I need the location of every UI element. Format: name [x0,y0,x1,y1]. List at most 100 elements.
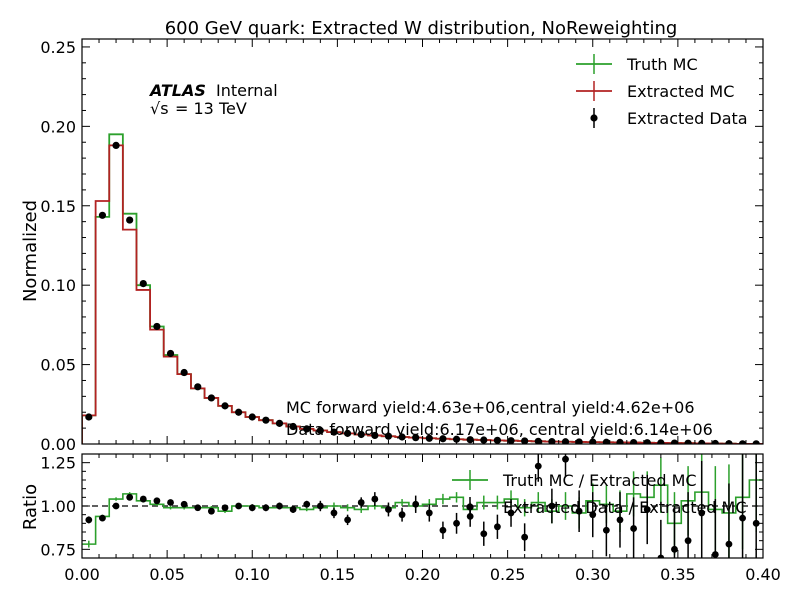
ratio-data-point [480,530,488,538]
ratio-data-point [521,533,529,541]
ratio-y-tick-label: 1.00 [40,497,76,516]
data-point [262,416,270,424]
ratio-data-point [562,455,569,463]
data-point [207,394,215,402]
ratio-data-point [167,499,174,506]
x-tick-label: 0.25 [490,565,526,584]
legend-label: Extracted Data / Extracted MC [503,498,747,517]
ratio-data-point [194,504,202,512]
ratio-data-point [425,509,433,517]
ratio-ylabel: Ratio [20,484,41,530]
data-point [221,402,229,410]
ratio-data-point [548,502,556,510]
ratio-data-point [316,502,324,510]
y-tick-label: 0.05 [40,356,76,375]
ratio-data-point [671,545,678,553]
main-ylabel: Normalized [20,200,41,302]
y-tick-label: 0.15 [40,197,76,216]
data-point [466,436,474,444]
data-point [303,425,311,433]
data-point [602,438,610,444]
x-tick-label: 0.00 [64,565,100,584]
main-panel [82,133,763,444]
data-point [194,383,202,391]
ratio-y-tick-label: 0.75 [40,540,76,559]
ratio-data-point [303,500,311,508]
legend-label: Extracted MC [627,82,734,101]
data-point [343,429,352,437]
ratio-data-point [630,525,638,532]
data-point [112,141,120,150]
x-tick-label: 0.30 [575,565,611,584]
data-point [316,426,324,435]
data-point [643,439,651,444]
ratio-data-point [412,500,420,508]
data-point [126,216,134,224]
ratio-data-point [262,504,270,512]
ratio-data-point [616,516,624,524]
ratio-data-point [453,519,460,527]
axes: 0.00 0.05 0.10 0.15 0.20 0.25 0.30 0.35 0.40 0.00… [40,38,780,584]
ratio-data-point [439,526,447,534]
ratio-data-point [371,495,379,503]
data-point [371,431,379,440]
ratio-data-point [752,519,760,527]
ratio-data-point [180,500,188,508]
data-point [548,438,556,444]
ratio-data-point [602,526,610,534]
ratio-data-point [357,499,365,506]
y-tick-label: 0.00 [40,435,76,454]
x-tick-label: 0.05 [149,565,185,584]
ratio-data-point [739,514,746,522]
data-point [166,349,175,358]
data-point [330,428,338,436]
energy-label: = 13 TeV [175,99,247,118]
data-point [398,433,406,441]
data-point [452,435,461,443]
ratio-data-point [507,509,515,517]
data-point [139,279,147,288]
data-point [630,438,638,444]
data-point [752,440,760,444]
ratio-data-point [643,506,651,513]
ratio-data-point [139,495,147,503]
ratio-data-point [276,502,283,510]
ratio-data-point [698,509,706,517]
ratio-data-point [711,551,719,558]
data-point [412,434,420,442]
data-point [738,440,747,444]
data-point [153,322,161,331]
ratio-data-point [385,506,392,513]
data-point [561,438,570,444]
ratio-data-point [575,507,583,515]
ratio-data-point [534,462,542,470]
data-point [425,434,433,442]
ratio-data-point [153,497,161,505]
atlas-status: Internal [216,81,278,100]
data-point [85,413,93,421]
ratio-data-point [330,509,338,517]
data-point [248,413,256,421]
ratio-data-point [112,502,120,510]
data-point [616,438,624,444]
ratio-data-point [235,502,243,510]
data-point [684,439,692,444]
data-point [711,439,719,444]
data-point [98,211,107,219]
y-tick-label: 0.10 [40,276,76,295]
data-point [493,436,502,444]
data-point [698,439,706,444]
legend-marker [590,114,598,122]
legend-main: Truth MC Extracted MC Extracted Data [576,54,748,128]
energy-sqrt: √s [150,99,169,118]
legend-label: Truth MC [626,55,698,74]
x-tick-label: 0.15 [320,565,356,584]
data-point [439,435,447,443]
data-point [670,439,679,444]
legend-label: Truth MC / Extracted MC [502,471,697,490]
data-point [480,436,488,444]
ratio-data-point [398,511,406,519]
y-tick-label: 0.25 [40,38,76,57]
x-tick-label: 0.35 [660,565,696,584]
